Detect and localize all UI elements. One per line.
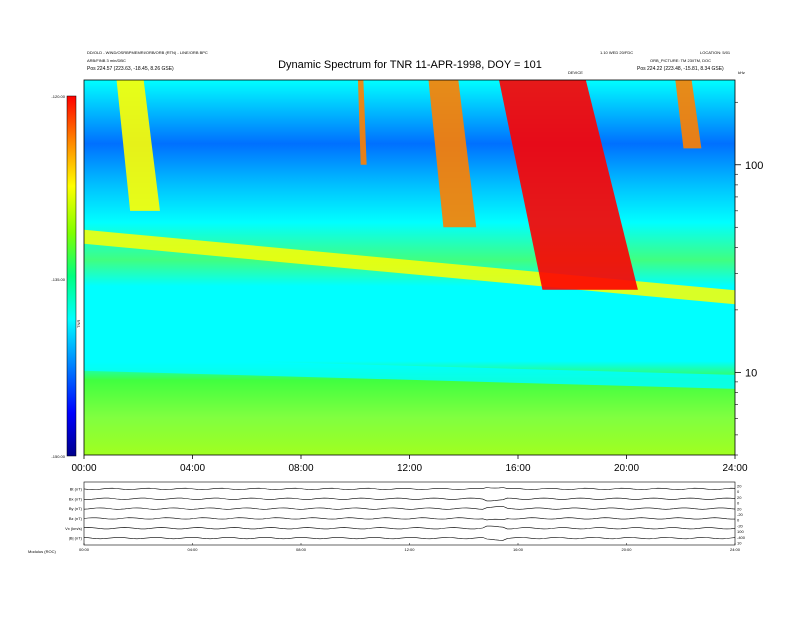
stack-right-tick: 10 [737, 541, 742, 546]
stack-right-tick: 20 [737, 506, 742, 511]
x-axis: 00:00 04:00 08:00 12:00 16:00 20:00 24:00 [71, 455, 748, 474]
stack-x-tick-label: 12:00 [404, 547, 415, 552]
stack-right-tick: -20 [737, 512, 744, 517]
stack-label: Bz (nT) [69, 516, 83, 521]
stack-x-tick-label: 00:00 [79, 547, 90, 552]
spectrogram-features [84, 80, 735, 389]
stack-labels: Bt (nT) Bx (nT) By (nT) Bz (nT) Vx (km/s) |B|… [65, 484, 746, 546]
header-right-line4: Pos 224.22 (223.48, -15.81, 8.34 GSE) [637, 66, 724, 72]
header-right-line2: LOCATION: 5/01 [700, 50, 731, 55]
header-left-line1: DD/OLD - WIND/OSRBPMEMRI/ORB/ORB (RTN) -… [87, 50, 208, 55]
band-feature-6 [84, 356, 735, 389]
header-right-line3: ORB_PICTURE: TM 23/ITM, DOC [650, 58, 711, 63]
colorbar-tick-bottom: -150.00 [51, 454, 65, 459]
stack-right-tick: -20 [737, 523, 744, 528]
x-tick-label: 12:00 [397, 463, 422, 474]
stack-x-tick-label: 24:00 [730, 547, 741, 552]
x-tick-label: 00:00 [71, 463, 96, 474]
colorbar-tick-mid: -135.00 [51, 277, 65, 282]
stack-x-axis: 00:00 04:00 08:00 12:00 16:00 20:00 24:00 [79, 543, 741, 552]
stack-label: Bt (nT) [70, 486, 83, 491]
device-label: DEVICE [568, 70, 583, 75]
stack-trace-1 [83, 497, 736, 502]
stack-right-tick: 20 [737, 484, 742, 489]
stack-x-tick-label: 20:00 [621, 547, 632, 552]
stack-label: By (nT) [69, 506, 83, 511]
x-tick-label: 16:00 [505, 463, 530, 474]
x-tick-label: 08:00 [288, 463, 313, 474]
header-left-line3: Pos 224.57 (223.63, -18.45, 8.26 GSE) [87, 66, 174, 72]
chart-title: Dynamic Spectrum for TNR 11-APR-1998, DO… [278, 59, 542, 71]
stack-right-tick: 0 [737, 489, 740, 494]
header-right-line1: 1.10 WED 20/FDC [600, 50, 633, 55]
stack-trace-4 [83, 525, 736, 530]
stack-right-tick: 0 [737, 518, 740, 523]
stack-bottom-label: Modulus (ROC) [28, 549, 56, 554]
x-tick-label: 20:00 [614, 463, 639, 474]
stack-frame [83, 481, 736, 546]
y-tick-label: 10 [745, 367, 757, 379]
khz-unit-label: kHz [738, 70, 745, 75]
burst-feature-3 [428, 80, 477, 228]
stack-right-tick: -400 [737, 535, 746, 540]
stack-x-tick-label: 08:00 [296, 547, 307, 552]
stack-label: Vx (km/s) [65, 526, 83, 531]
stack-traces [83, 487, 736, 541]
colorbar-label: TNR [76, 320, 81, 328]
spectrogram-plot [84, 80, 735, 455]
stack-right-tick: 20 [737, 495, 742, 500]
burst-feature-5 [675, 80, 702, 149]
stack-label: |B| (nT) [69, 536, 83, 541]
stacked-timeseries-panel: Bt (nT) Bx (nT) By (nT) Bz (nT) Vx (km/s) |B|… [28, 481, 746, 554]
y-tick-label: 100 [745, 160, 763, 172]
x-tick-label: 24:00 [722, 463, 747, 474]
x-tick-label: 04:00 [180, 463, 205, 474]
burst-feature-1 [116, 80, 160, 211]
y-axis-right: 10 100 [735, 101, 763, 456]
stack-trace-5 [83, 537, 736, 541]
stack-label: Bx (nT) [69, 496, 83, 501]
stack-x-tick-label: 04:00 [187, 547, 198, 552]
stack-right-tick: 0 [737, 501, 740, 506]
stack-trace-3 [83, 517, 735, 521]
stack-trace-0 [83, 487, 736, 490]
burst-feature-4 [499, 80, 638, 290]
stack-trace-2 [83, 506, 736, 510]
burst-feature-2 [357, 80, 367, 165]
stack-right-tick: 100 [737, 529, 744, 534]
colorbar-tick-top: -120.00 [51, 94, 65, 99]
colorbar [66, 95, 77, 457]
header-left-line2: ARB/FINB 3 min/DBC [87, 58, 126, 63]
stack-x-tick-label: 16:00 [513, 547, 524, 552]
